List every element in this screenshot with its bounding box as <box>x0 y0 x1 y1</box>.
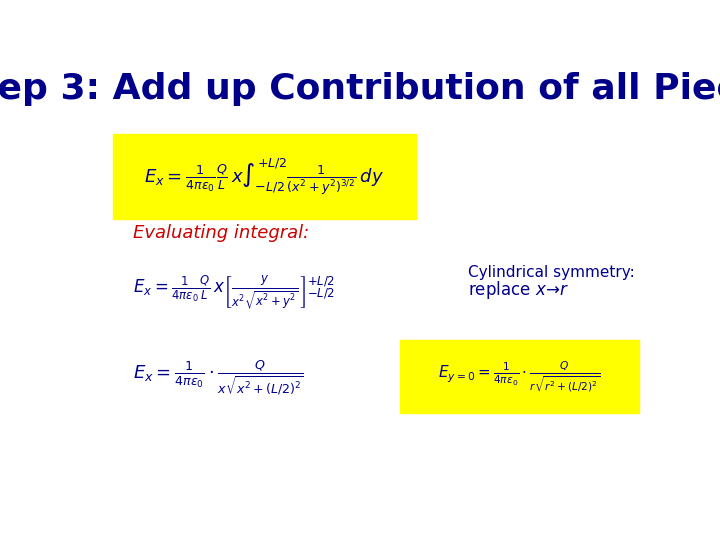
Text: $E_x = \frac{1}{4\pi\varepsilon_0}\frac{Q}{L}\,x\left[\frac{y}{x^2\sqrt{x^2+y^2}: $E_x = \frac{1}{4\pi\varepsilon_0}\frac{… <box>132 273 335 310</box>
Text: Step 3: Add up Contribution of all Pieces: Step 3: Add up Contribution of all Piece… <box>0 72 720 106</box>
Text: $E_x = \frac{1}{4\pi\varepsilon_0}\frac{Q}{L}\,x\int_{-L/2}^{+L/2}\frac{1}{(x^2+: $E_x = \frac{1}{4\pi\varepsilon_0}\frac{… <box>145 156 384 197</box>
Text: $E_{y=0} = \frac{1}{4\pi\varepsilon_0}\cdot\frac{Q}{r\sqrt{r^2+(L/2)^2}}$: $E_{y=0} = \frac{1}{4\pi\varepsilon_0}\c… <box>438 359 600 394</box>
FancyBboxPatch shape <box>113 134 415 219</box>
Text: Evaluating integral:: Evaluating integral: <box>132 224 309 242</box>
Text: Cylindrical symmetry:: Cylindrical symmetry: <box>468 265 635 280</box>
Text: replace $x\!\rightarrow\!r$: replace $x\!\rightarrow\!r$ <box>468 279 570 301</box>
FancyBboxPatch shape <box>400 340 639 413</box>
Text: $E_x = \frac{1}{4\pi\varepsilon_0}\cdot\frac{Q}{x\sqrt{x^2+(L/2)^2}}$: $E_x = \frac{1}{4\pi\varepsilon_0}\cdot\… <box>132 360 304 399</box>
